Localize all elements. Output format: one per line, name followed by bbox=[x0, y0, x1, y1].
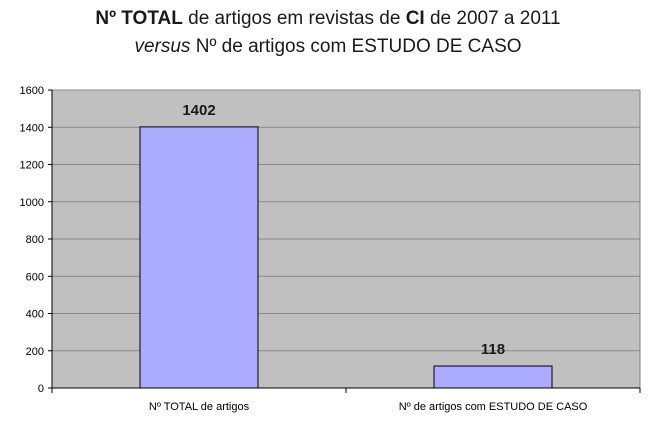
y-tick-label: 0 bbox=[38, 383, 44, 395]
chart-title-line1: Nº TOTAL de artigos em revistas de CI de… bbox=[0, 8, 656, 30]
x-axis: Nº TOTAL de artigos Nº de artigos com EST… bbox=[51, 387, 641, 413]
y-tick-label: 400 bbox=[26, 309, 44, 321]
y-tick-label: 1200 bbox=[20, 160, 44, 172]
title-emphasis-ci: CI bbox=[405, 8, 425, 29]
title-emphasis-total: Nº TOTAL bbox=[95, 8, 183, 29]
y-tick-label: 1600 bbox=[20, 85, 44, 97]
data-label: 118 bbox=[481, 341, 505, 358]
y-tick-label: 1400 bbox=[20, 122, 44, 134]
y-tick-label: 800 bbox=[26, 234, 44, 246]
y-tick-label: 1000 bbox=[20, 197, 44, 209]
chart-title-line2: versus Nº de artigos com ESTUDO DE CASO bbox=[0, 36, 656, 58]
bars bbox=[139, 126, 553, 389]
title-text-suffix: de 2007 a 2011 bbox=[424, 8, 561, 29]
data-labels: 1402 118 bbox=[182, 102, 505, 358]
title-italic-versus: versus bbox=[134, 36, 191, 57]
data-label: 1402 bbox=[182, 102, 215, 119]
title-text-middle: de artigos em revistas de bbox=[182, 8, 406, 29]
bar bbox=[139, 126, 259, 389]
y-tick-label: 200 bbox=[26, 346, 44, 358]
y-tick-label: 600 bbox=[26, 271, 44, 283]
y-axis: 0 200 400 600 800 1000 1200 1400 1600 bbox=[20, 85, 53, 395]
x-tick-label: Nº de artigos com ESTUDO DE CASO bbox=[399, 401, 588, 413]
bar bbox=[433, 365, 553, 389]
x-tick-label: Nº TOTAL de artigos bbox=[149, 401, 250, 413]
title-text-rest: Nº de artigos com ESTUDO DE CASO bbox=[190, 36, 522, 57]
